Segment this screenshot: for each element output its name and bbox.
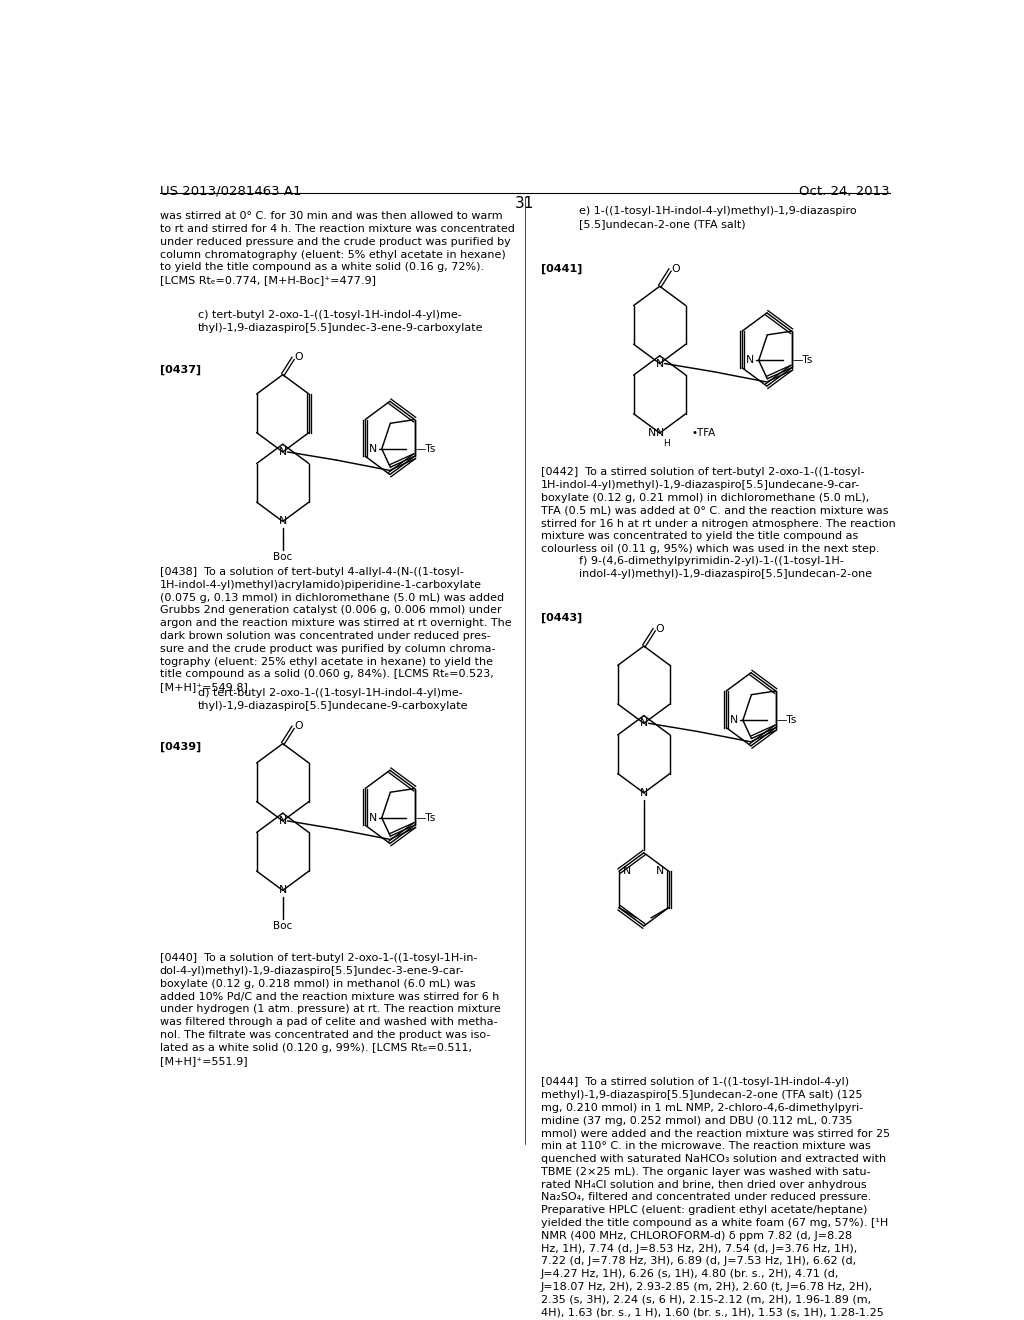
Text: [0438]  To a solution of tert-butyl 4-allyl-4-(N-((1-tosyl-
1H-indol-4-yl)methyl: [0438] To a solution of tert-butyl 4-all… (160, 568, 511, 692)
Text: N: N (656, 866, 665, 876)
Text: [0443]: [0443] (541, 612, 582, 623)
Text: N: N (369, 813, 377, 822)
Text: N: N (279, 516, 287, 527)
Text: [0437]: [0437] (160, 364, 201, 375)
Text: Oct. 24, 2013: Oct. 24, 2013 (799, 185, 890, 198)
Text: N: N (655, 359, 664, 368)
Text: —Ts: —Ts (777, 715, 798, 725)
Text: c) tert-butyl 2-oxo-1-((1-tosyl-1H-indol-4-yl)me-
thyl)-1,9-diazaspiro[5.5]undec: c) tert-butyl 2-oxo-1-((1-tosyl-1H-indol… (198, 310, 483, 333)
Text: N: N (640, 788, 648, 797)
Text: was stirred at 0° C. for 30 min and was then allowed to warm
to rt and stirred f: was stirred at 0° C. for 30 min and was … (160, 211, 515, 285)
Text: [0444]  To a stirred solution of 1-((1-tosyl-1H-indol-4-yl)
methyl)-1,9-diazaspi: [0444] To a stirred solution of 1-((1-to… (541, 1077, 890, 1320)
Text: —Ts: —Ts (416, 813, 436, 822)
Text: 31: 31 (515, 195, 535, 211)
Text: O: O (655, 624, 664, 634)
Text: —Ts: —Ts (793, 355, 813, 366)
Text: e) 1-((1-tosyl-1H-indol-4-yl)methyl)-1,9-diazaspiro
[5.5]undecan-2-one (TFA salt: e) 1-((1-tosyl-1H-indol-4-yl)methyl)-1,9… (579, 206, 856, 228)
Text: N: N (623, 866, 632, 876)
Text: Boc: Boc (273, 921, 293, 931)
Text: O: O (294, 352, 303, 363)
Text: N: N (647, 428, 655, 438)
Text: N: N (655, 428, 664, 438)
Text: [0440]  To a solution of tert-butyl 2-oxo-1-((1-tosyl-1H-in-
dol-4-yl)methyl)-1,: [0440] To a solution of tert-butyl 2-oxo… (160, 953, 501, 1065)
Text: [0439]: [0439] (160, 742, 201, 752)
Text: [0442]  To a stirred solution of tert-butyl 2-oxo-1-((1-tosyl-
1H-indol-4-yl)met: [0442] To a stirred solution of tert-but… (541, 467, 895, 554)
Text: H: H (663, 438, 670, 447)
Text: Boc: Boc (273, 552, 293, 562)
Text: O: O (672, 264, 680, 275)
Text: •TFA: •TFA (691, 428, 716, 438)
Text: N: N (279, 816, 287, 826)
Text: —Ts: —Ts (416, 444, 436, 454)
Text: O: O (294, 721, 303, 731)
Text: N: N (279, 886, 287, 895)
Text: N: N (369, 444, 377, 454)
Text: d) tert-butyl 2-oxo-1-((1-tosyl-1H-indol-4-yl)me-
thyl)-1,9-diazaspiro[5.5]undec: d) tert-butyl 2-oxo-1-((1-tosyl-1H-indol… (198, 688, 468, 710)
Text: N: N (730, 715, 738, 725)
Text: N: N (745, 355, 754, 366)
Text: N: N (279, 447, 287, 457)
Text: N: N (640, 718, 648, 729)
Text: f) 9-(4,6-dimethylpyrimidin-2-yl)-1-((1-tosyl-1H-
indol-4-yl)methyl)-1,9-diazasp: f) 9-(4,6-dimethylpyrimidin-2-yl)-1-((1-… (579, 556, 871, 578)
Text: US 2013/0281463 A1: US 2013/0281463 A1 (160, 185, 301, 198)
Text: [0441]: [0441] (541, 264, 582, 275)
